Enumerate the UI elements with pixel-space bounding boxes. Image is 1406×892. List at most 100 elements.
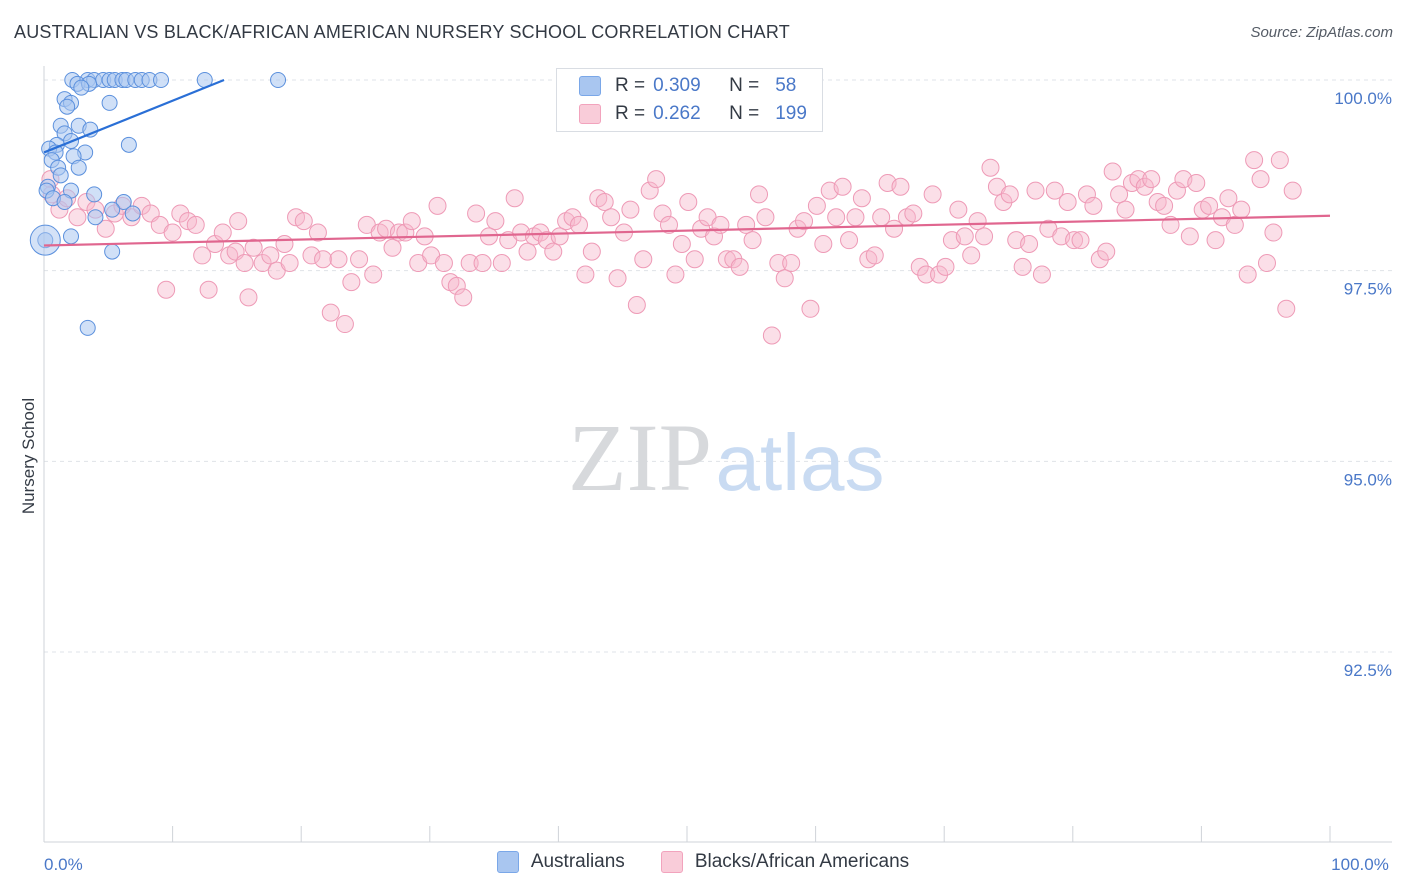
data-point-blacks	[193, 246, 212, 265]
data-point-blacks	[402, 212, 421, 231]
data-point-blacks	[975, 227, 994, 246]
legend-r-value: 0.309	[653, 75, 701, 96]
trend-lines	[43, 78, 1331, 247]
data-point-australians	[52, 167, 69, 184]
data-point-blacks	[518, 242, 537, 261]
data-point-blacks	[653, 204, 672, 223]
data-point-blacks	[1077, 185, 1096, 204]
data-point-blacks	[672, 234, 691, 253]
data-point-blacks	[1225, 215, 1244, 234]
data-point-blacks	[244, 238, 263, 257]
data-point-australians-large	[29, 224, 61, 256]
legend-n-label: N =	[729, 75, 760, 96]
data-point-blacks	[981, 158, 1000, 177]
data-point-blacks	[157, 280, 176, 299]
data-point-blacks	[1110, 185, 1129, 204]
data-point-blacks	[576, 265, 595, 284]
data-point-blacks	[1206, 231, 1225, 250]
watermark-atlas: atlas	[716, 418, 885, 507]
data-point-blacks	[724, 250, 743, 269]
legend-item-blacks[interactable]: Blacks/African Americans	[660, 851, 909, 873]
data-point-blacks	[756, 208, 775, 227]
data-point-blacks	[239, 288, 258, 307]
series-blacks-african-americans-points	[41, 151, 1302, 345]
data-point-australians	[115, 194, 132, 211]
data-point-blacks	[775, 269, 794, 288]
data-point-blacks	[595, 193, 614, 212]
data-point-blacks	[582, 242, 601, 261]
y-tick-label: 92.5%	[1344, 661, 1392, 680]
data-point-australians	[79, 319, 96, 336]
legend-row-blacks: R = 0.262 N = 199	[579, 101, 807, 127]
legend-item-australians[interactable]: Australians	[496, 851, 625, 873]
data-point-blacks	[962, 246, 981, 265]
legend-n-value: 58	[775, 75, 797, 96]
data-point-blacks	[253, 254, 272, 273]
data-point-blacks	[1000, 185, 1019, 204]
data-point-blacks	[762, 326, 781, 345]
data-point-blacks	[96, 219, 115, 238]
data-point-blacks	[199, 280, 218, 299]
data-point-blacks	[1277, 299, 1296, 318]
data-point-blacks	[1097, 242, 1116, 261]
legend-row-australians: R = 0.309 N = 58	[579, 73, 796, 99]
data-point-australians	[124, 205, 141, 222]
data-point-blacks	[1013, 257, 1032, 276]
trend-line-australians	[43, 78, 225, 154]
data-point-blacks	[1161, 215, 1180, 234]
data-point-blacks	[294, 212, 313, 231]
data-point-blacks	[1142, 170, 1161, 189]
legend-r-label: R =	[615, 75, 646, 96]
data-point-australians	[270, 72, 287, 88]
data-point-australians	[70, 159, 87, 176]
data-point-blacks	[1219, 189, 1238, 208]
x-tick-label: 0.0%	[44, 855, 83, 874]
data-point-blacks	[885, 219, 904, 238]
data-point-blacks	[261, 246, 280, 265]
data-point-blacks	[1232, 200, 1251, 219]
legend-r-value: 0.262	[653, 103, 701, 124]
data-point-blacks	[454, 288, 473, 307]
data-point-blacks	[342, 273, 361, 292]
data-point-blacks	[910, 257, 929, 276]
data-point-blacks	[930, 265, 949, 284]
data-point-blacks	[846, 208, 865, 227]
data-point-blacks	[994, 193, 1013, 212]
data-point-blacks	[608, 269, 627, 288]
data-point-blacks	[467, 204, 486, 223]
data-point-blacks	[936, 257, 955, 276]
y-tick-label: 100.0%	[1334, 89, 1392, 108]
y-axis-title: Nursery School	[19, 398, 38, 514]
watermark-zip: ZIP	[568, 404, 712, 511]
data-point-blacks	[1045, 181, 1064, 200]
data-point-blacks	[1135, 177, 1154, 196]
legend-swatch-australians	[579, 76, 601, 96]
legend-swatch-blacks	[579, 104, 601, 124]
data-point-blacks	[1090, 250, 1109, 269]
data-point-blacks	[923, 185, 942, 204]
axes	[43, 66, 1392, 843]
data-point-blacks	[1264, 223, 1283, 242]
data-point-australians	[59, 98, 76, 115]
data-point-blacks	[275, 234, 294, 253]
data-point-blacks	[364, 265, 383, 284]
data-point-australians	[101, 94, 118, 111]
data-point-blacks	[505, 189, 524, 208]
data-point-blacks	[1026, 181, 1045, 200]
data-point-blacks	[627, 295, 646, 314]
data-point-blacks	[563, 208, 582, 227]
tick-labels: 100.0% 97.5% 95.0% 92.5% 0.0% 100.0%	[44, 89, 1392, 874]
trend-line-blacks	[43, 214, 1331, 247]
watermark: ZIP atlas	[568, 404, 884, 511]
data-point-blacks	[730, 257, 749, 276]
data-point-blacks	[213, 223, 232, 242]
data-point-blacks	[1020, 234, 1039, 253]
data-point-blacks	[1065, 231, 1084, 250]
legend-swatch-australians	[496, 851, 519, 873]
data-point-blacks	[550, 227, 569, 246]
legend-n-value: 199	[775, 103, 807, 124]
data-point-australians	[104, 201, 121, 218]
data-point-blacks	[955, 227, 974, 246]
data-point-blacks	[795, 212, 814, 231]
